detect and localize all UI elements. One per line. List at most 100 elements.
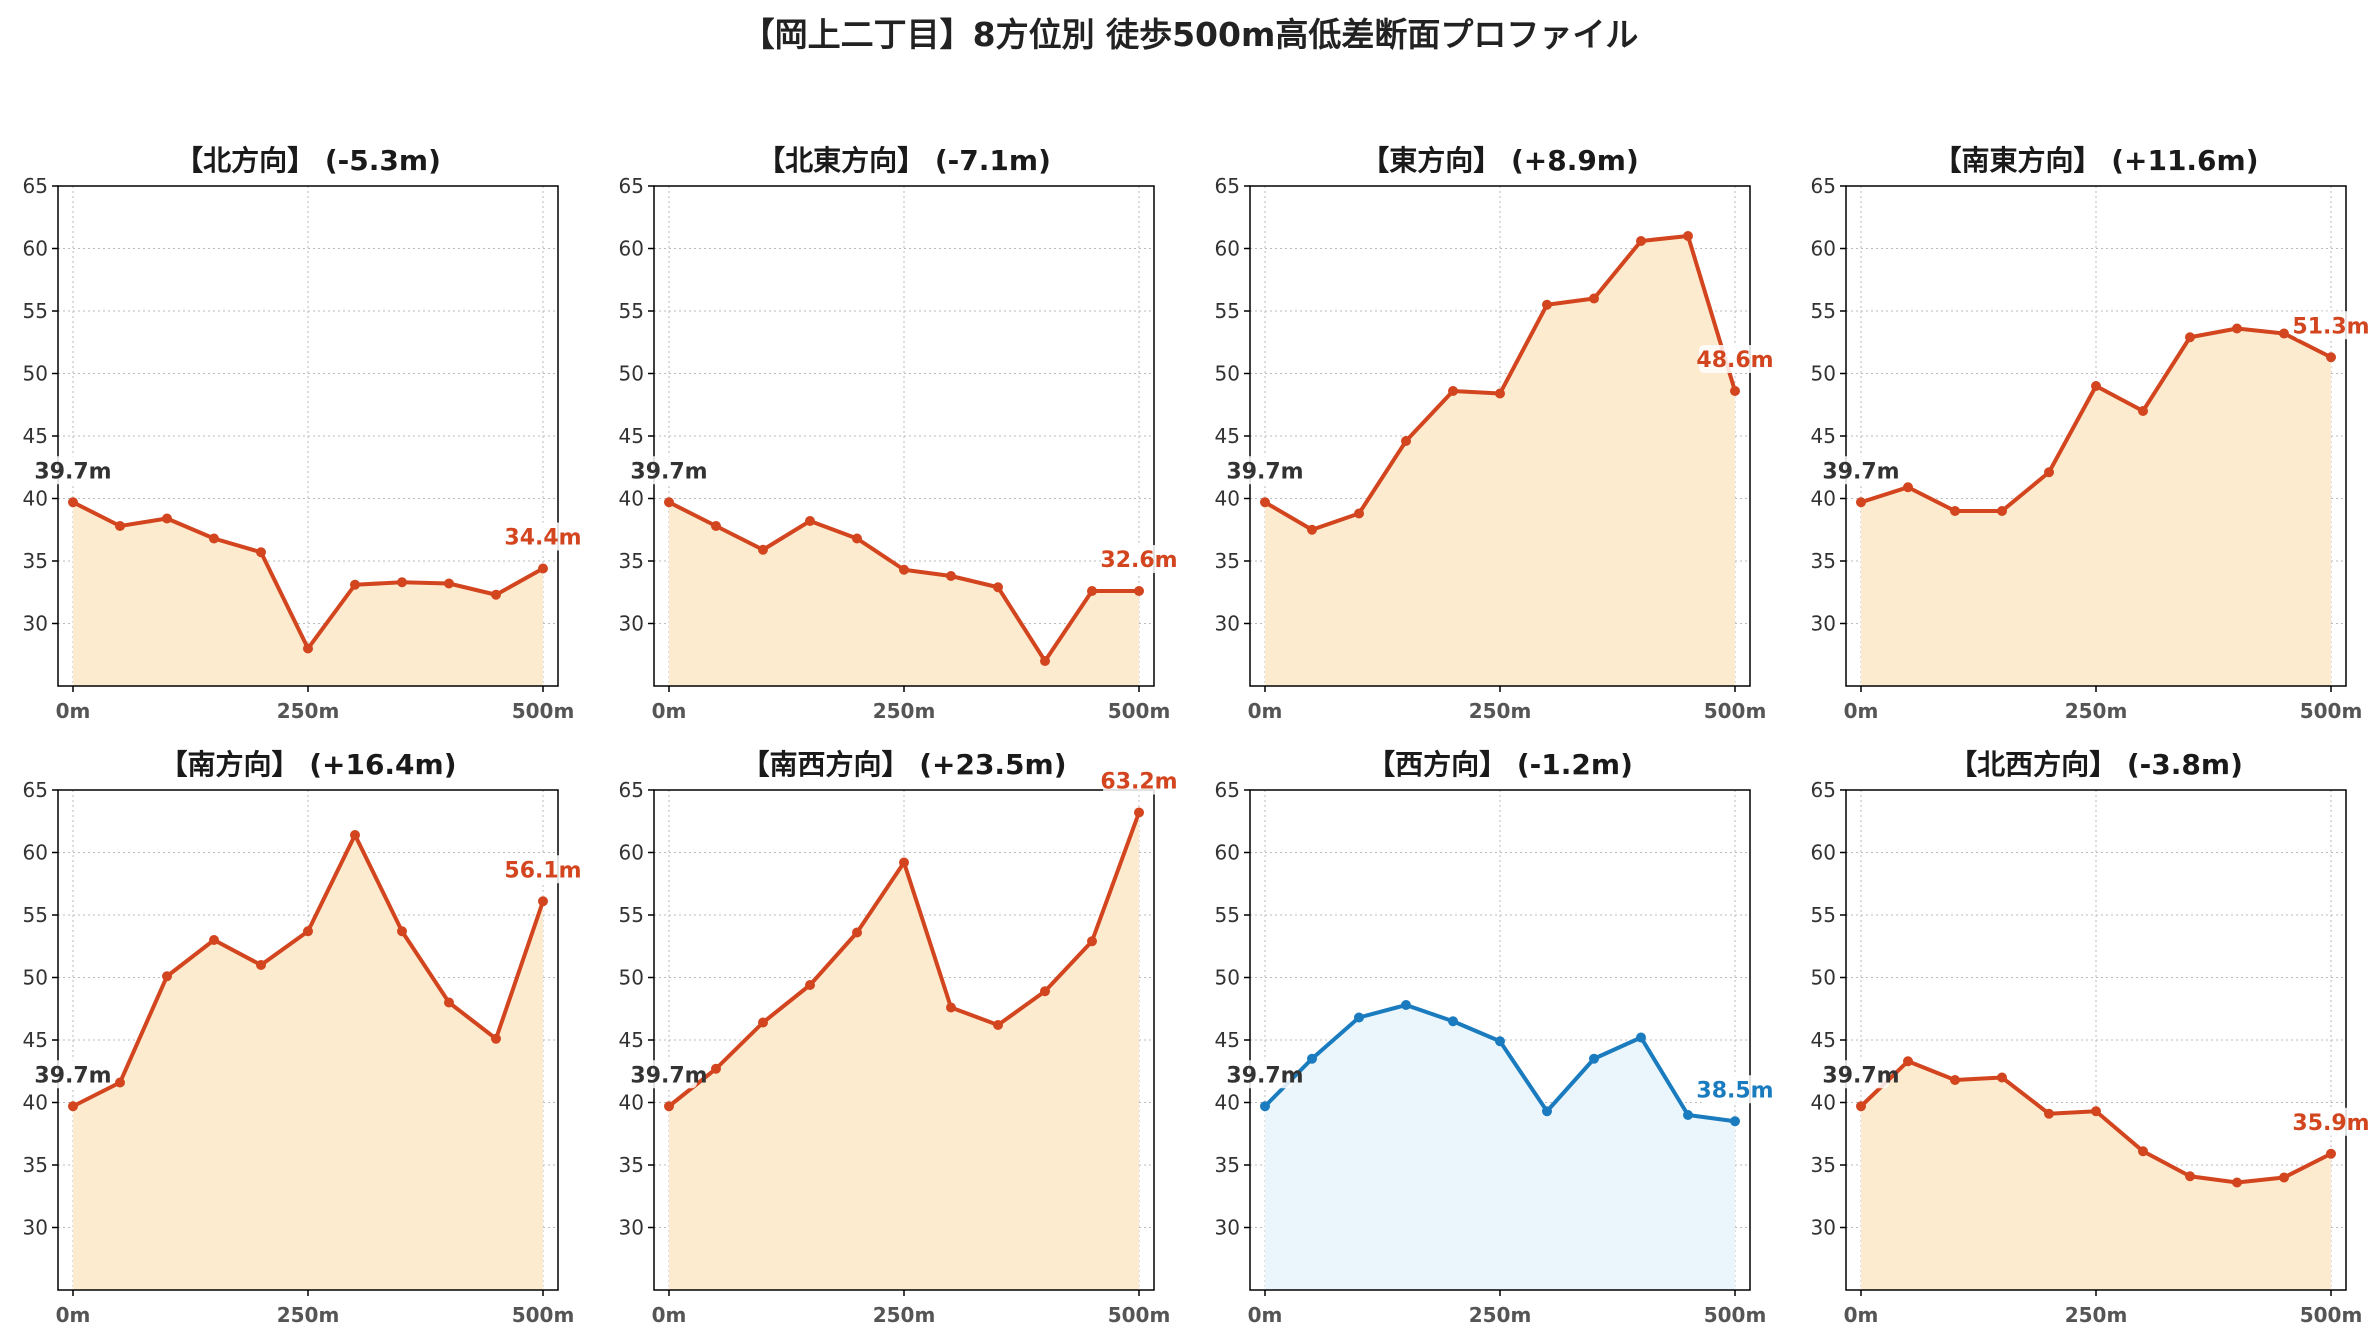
y-tick-label: 30: [1215, 1216, 1240, 1240]
y-tick-label: 65: [1811, 174, 1836, 198]
profile-panel-0: 【北方向】 (-5.3m) 30 35 40 45 50 55 60 65 0m 250m 500m 3…: [23, 144, 582, 723]
data-point: [664, 497, 674, 508]
panel-title: 【北方向】 (-5.3m): [175, 144, 441, 177]
x-tick-label: 500m: [512, 699, 575, 723]
data-point: [538, 563, 548, 574]
y-tick-label: 40: [23, 1091, 48, 1115]
y-tick-label: 35: [23, 1153, 48, 1177]
start-elevation-label: 39.7m: [630, 459, 707, 484]
data-point: [852, 927, 862, 938]
panel-title: 【南東方向】 (+11.6m): [1933, 144, 2258, 177]
start-label-bg: [45, 1060, 101, 1089]
end-label-bg: [2295, 311, 2367, 340]
y-tick-label: 65: [1215, 778, 1240, 802]
x-tick-label: 250m: [277, 699, 340, 723]
data-point: [758, 544, 768, 555]
data-point: [115, 1077, 125, 1088]
end-label-bg: [507, 855, 579, 884]
data-point: [2138, 1146, 2148, 1157]
y-tick-label: 35: [619, 549, 644, 573]
y-tick-label: 55: [1811, 903, 1836, 927]
data-point: [256, 960, 266, 970]
data-point: [2185, 332, 2195, 343]
data-point: [1589, 1053, 1599, 1064]
data-point: [1087, 586, 1097, 596]
y-tick-label: 55: [23, 903, 48, 927]
data-point: [1950, 506, 1960, 516]
start-elevation-label: 39.7m: [630, 1063, 707, 1088]
data-point: [350, 579, 360, 590]
y-tick-label: 60: [619, 841, 644, 865]
y-tick-label: 45: [1811, 1028, 1836, 1052]
y-tick-label: 65: [23, 174, 48, 198]
start-elevation-label: 39.7m: [1822, 1063, 1899, 1088]
data-point: [1354, 508, 1364, 519]
data-point: [2326, 1148, 2336, 1159]
data-point: [1730, 1116, 1740, 1127]
data-point: [162, 513, 172, 524]
y-tick-label: 35: [619, 1153, 644, 1177]
data-point: [946, 1002, 956, 1013]
x-tick-label: 0m: [56, 1303, 91, 1327]
x-tick-label: 250m: [873, 699, 936, 723]
y-tick-label: 30: [619, 1216, 644, 1240]
panel-title: 【南方向】 (+16.4m): [159, 748, 456, 781]
page-title: 【岡上二丁目】8方位別 徒歩500m高低差断面プロファイル: [741, 15, 1639, 54]
x-tick-label: 500m: [1108, 1303, 1171, 1327]
area-fill: [73, 502, 543, 686]
end-label-bg: [1103, 545, 1175, 573]
data-point: [1856, 497, 1866, 508]
y-tick-label: 40: [1215, 1091, 1240, 1115]
y-tick-label: 55: [1215, 299, 1240, 323]
data-point: [397, 926, 407, 937]
data-point: [444, 997, 454, 1008]
x-tick-label: 500m: [1704, 1303, 1767, 1327]
x-tick-label: 250m: [2065, 1303, 2128, 1327]
data-point: [397, 577, 407, 588]
x-tick-label: 500m: [1108, 699, 1171, 723]
data-point: [1448, 1016, 1458, 1027]
end-elevation-label: 51.3m: [2292, 314, 2369, 339]
start-label-bg: [1833, 456, 1889, 485]
data-point: [2326, 352, 2336, 363]
x-tick-label: 0m: [1844, 1303, 1879, 1327]
data-point: [2279, 328, 2289, 339]
y-tick-label: 45: [1811, 424, 1836, 448]
data-point: [1354, 1012, 1364, 1023]
profile-panel-4: 【南方向】 (+16.4m) 30 35 40 45 50 55 60 65 0m 250m 500m…: [23, 748, 582, 1327]
data-point: [711, 1063, 721, 1074]
y-tick-label: 50: [619, 362, 644, 386]
data-point: [1950, 1075, 1960, 1085]
data-point: [491, 1033, 501, 1044]
data-point: [2138, 406, 2148, 416]
y-tick-label: 45: [23, 1028, 48, 1052]
data-point: [68, 1101, 78, 1112]
end-label-bg: [507, 522, 579, 551]
y-tick-label: 60: [23, 841, 48, 865]
end-elevation-label: 56.1m: [504, 858, 581, 883]
x-tick-label: 250m: [2065, 699, 2128, 723]
data-point: [1683, 1110, 1693, 1120]
data-point: [1636, 236, 1646, 246]
start-elevation-label: 39.7m: [1226, 459, 1303, 484]
y-tick-label: 60: [619, 237, 644, 261]
data-point: [1495, 1036, 1505, 1047]
x-tick-label: 250m: [1469, 699, 1532, 723]
data-point: [2091, 381, 2101, 391]
data-point: [2091, 1106, 2101, 1117]
data-point: [444, 578, 454, 589]
y-tick-label: 45: [1215, 424, 1240, 448]
y-tick-label: 60: [1215, 841, 1240, 865]
y-tick-label: 45: [23, 424, 48, 448]
data-point: [993, 582, 1003, 593]
y-tick-label: 65: [1215, 174, 1240, 198]
data-point: [852, 533, 862, 544]
end-elevation-label: 34.4m: [504, 526, 581, 551]
y-tick-label: 65: [619, 174, 644, 198]
panel-title: 【南西方向】 (+23.5m): [741, 748, 1066, 781]
x-tick-label: 0m: [652, 699, 687, 723]
data-point: [946, 571, 956, 581]
data-point: [1260, 497, 1270, 508]
data-point: [303, 926, 313, 937]
